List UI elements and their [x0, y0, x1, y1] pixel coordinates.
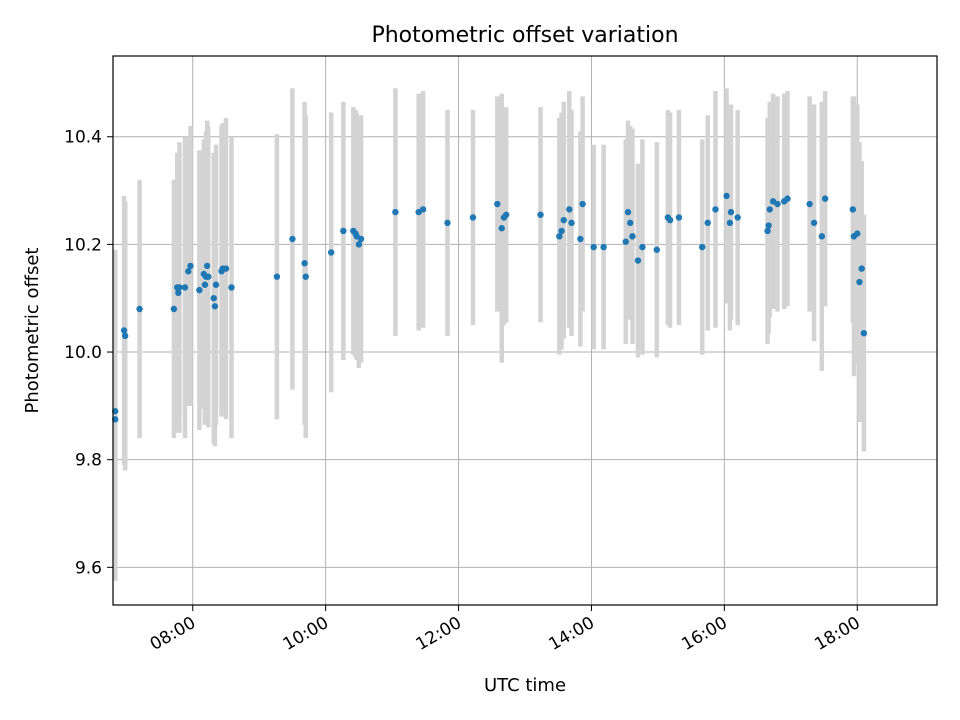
data-point: [675, 214, 683, 221]
data-point: [704, 219, 711, 227]
x-tick-label: 18:00: [811, 613, 863, 655]
data-point: [498, 225, 505, 232]
data-point: [774, 200, 781, 208]
data-point: [764, 227, 771, 235]
data-point: [634, 257, 642, 264]
data-point: [228, 284, 235, 291]
data-point: [627, 219, 634, 227]
data-point: [639, 243, 646, 251]
data-point: [600, 243, 607, 251]
data-point: [301, 260, 308, 267]
errorbar-layer: [112, 88, 867, 581]
data-point: [556, 233, 563, 240]
data-point: [340, 227, 347, 235]
data-point: [211, 303, 219, 310]
data-point: [170, 305, 178, 313]
data-point: [196, 286, 203, 294]
data-point: [120, 327, 128, 334]
data-point: [355, 241, 363, 248]
x-tick-label: 12:00: [413, 613, 465, 655]
data-point: [136, 305, 143, 313]
data-point: [222, 265, 230, 272]
data-point: [860, 329, 868, 337]
data-point: [624, 208, 632, 216]
data-point: [560, 216, 567, 224]
data-point: [201, 281, 209, 288]
data-point: [849, 206, 857, 213]
data-point: [273, 273, 281, 280]
chart-title: Photometric offset variation: [371, 23, 678, 48]
data-point: [494, 200, 501, 208]
data-point: [185, 268, 192, 275]
data-point: [765, 222, 772, 229]
data-point: [210, 295, 217, 302]
data-point: [818, 233, 826, 240]
data-point: [699, 243, 706, 251]
data-point: [187, 262, 194, 270]
data-point: [590, 243, 597, 251]
data-point: [622, 238, 629, 245]
point-layer: [112, 192, 868, 423]
x-axis-label: UTC time: [484, 675, 566, 696]
data-point: [734, 214, 741, 221]
data-point: [112, 416, 119, 423]
data-point: [112, 408, 119, 415]
data-point: [579, 200, 586, 208]
data-point: [181, 284, 189, 291]
data-point: [121, 332, 129, 340]
data-point: [327, 249, 335, 256]
data-point: [566, 206, 573, 213]
data-point: [784, 195, 791, 202]
y-tick-label: 9.8: [75, 451, 102, 471]
data-point: [469, 214, 477, 221]
data-point: [176, 284, 183, 291]
data-point: [175, 289, 182, 297]
data-point: [766, 206, 773, 213]
x-tick-label: 08:00: [147, 613, 199, 655]
data-point: [727, 208, 735, 216]
data-point: [444, 219, 451, 227]
data-point: [577, 235, 584, 243]
y-tick-label: 9.6: [75, 558, 102, 578]
data-point: [205, 273, 212, 280]
data-point: [203, 262, 211, 270]
data-point: [712, 206, 719, 213]
y-tick-label: 10.0: [64, 343, 102, 363]
data-point: [856, 278, 863, 286]
data-point: [806, 200, 813, 208]
data-point: [568, 219, 575, 227]
data-point: [726, 219, 734, 227]
x-tick-label: 10:00: [280, 613, 332, 655]
data-point: [653, 246, 660, 253]
data-point: [821, 195, 829, 202]
data-point: [357, 235, 365, 243]
data-point: [289, 235, 296, 243]
data-point: [212, 281, 220, 288]
data-point: [419, 206, 427, 213]
data-point: [858, 265, 865, 272]
data-point: [629, 233, 636, 240]
data-point: [502, 211, 510, 218]
data-point: [810, 219, 818, 227]
data-point: [392, 208, 399, 216]
data-point: [302, 273, 309, 280]
plot-frame: [112, 55, 938, 606]
y-tick-label: 10.4: [64, 128, 102, 148]
data-point: [666, 216, 674, 224]
data-point: [537, 211, 544, 218]
data-point: [723, 192, 730, 200]
x-tick-label: 14:00: [546, 613, 598, 655]
y-tick-label: 10.2: [64, 235, 102, 255]
data-point: [558, 227, 565, 235]
y-axis-label: Photometric offset: [22, 248, 43, 414]
data-point: [854, 230, 861, 237]
x-tick-label: 16:00: [678, 613, 730, 655]
